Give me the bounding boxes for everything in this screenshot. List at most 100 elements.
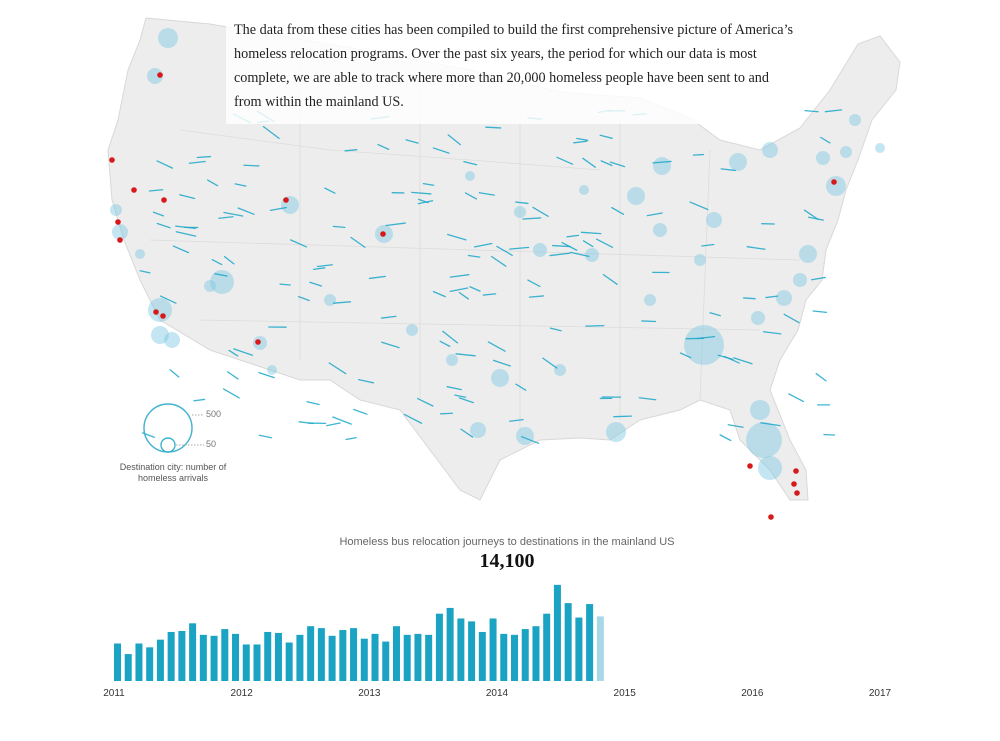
x-tick-label: 2017 [868,688,892,699]
relocation-arrow [353,408,368,415]
bar [435,613,443,681]
x-tick-label: 2014 [485,688,509,699]
relocation-arrow [701,243,715,247]
bar [392,626,400,681]
bar [285,642,293,681]
relocation-arrow [492,359,511,367]
bar [253,644,261,681]
origin-city-dot [157,72,163,78]
relocation-arrow [720,168,736,172]
destination-bubble [706,212,722,228]
bar [511,634,519,681]
relocation-arrow [289,239,308,248]
relocation-arrow [762,331,782,335]
relocation-arrow [820,136,831,144]
origin-city-dot [283,197,289,203]
relocation-arrow [169,369,180,378]
relocation-arrow [269,206,287,211]
bar [553,584,561,681]
bar [135,643,143,681]
relocation-arrow [509,246,530,250]
relocation-arrow [689,201,709,211]
bar [350,628,358,681]
relocation-arrow [611,206,625,215]
relocation-arrow [490,255,507,267]
relocation-arrow [312,267,326,271]
relocation-arrow [783,313,800,324]
bar [296,634,304,681]
destination-bubble [148,298,172,322]
relocation-arrow [385,222,406,227]
relocation-arrow [447,233,467,241]
bar [264,631,272,681]
chart-title: Homeless bus relocation journeys to dest… [339,536,675,548]
relocation-arrow [416,397,434,407]
bar [114,643,121,681]
bar [242,644,250,681]
bar [156,639,164,681]
relocation-arrow [243,164,260,167]
bar [446,607,454,681]
bar [232,633,240,681]
destination-bubble [470,422,486,438]
relocation-arrow [709,312,721,317]
relocation-arrow [454,394,467,398]
relocation-arrow [652,160,672,164]
relocation-arrow [595,238,614,248]
relocation-arrow [515,201,529,205]
destination-bubble [204,280,216,292]
relocation-arrow [380,315,397,319]
relocation-arrow [381,341,400,349]
relocation-arrow [679,352,692,359]
relocation-arrow [439,412,454,415]
bar [414,633,422,681]
relocation-arrow [139,270,151,274]
origin-city-dot [747,463,753,469]
destination-bubble [627,187,645,205]
destination-bubble [446,354,458,366]
bar [543,613,551,681]
bar [532,626,540,681]
bar [457,618,465,681]
relocation-arrow [211,258,223,266]
relocation-arrow [447,134,461,146]
destination-bubble [110,204,122,216]
destination-bubble [694,254,706,266]
relocation-arrow [324,187,336,194]
relocation-arrow [449,274,470,278]
destination-bubble [406,324,418,336]
relocation-arrow [487,341,506,352]
relocation-arrow [326,422,341,427]
bar [575,617,583,681]
destination-bubble [465,171,475,181]
relocation-arrow [460,428,474,438]
bar [167,631,175,681]
relocation-arrow [582,157,596,168]
destination-bubble [533,243,547,257]
destination-bubble [135,249,145,259]
destination-bubble [158,28,178,48]
origin-city-dot [117,237,123,243]
relocation-arrow [549,252,571,257]
relocation-arrow [485,126,502,129]
relocation-map [107,17,901,520]
bar [564,603,572,681]
origin-city-dot [131,187,137,193]
relocation-arrow [463,161,478,166]
destination-bubble [684,325,724,365]
relocation-arrow [696,335,716,340]
relocation-arrow [328,362,347,375]
x-tick-label: 2016 [741,688,764,699]
relocation-arrow [309,281,323,287]
relocation-arrow [332,416,352,425]
relocation-arrow [469,286,481,292]
origin-city-dot [768,514,774,520]
destination-bubble [112,224,128,240]
relocation-arrow [638,397,657,401]
destination-bubble [751,311,765,325]
destination-bubble [514,206,526,218]
relocation-arrow [570,251,590,258]
relocation-arrow [576,137,589,141]
relocation-arrow [237,207,255,215]
relocation-arrow [405,139,419,144]
